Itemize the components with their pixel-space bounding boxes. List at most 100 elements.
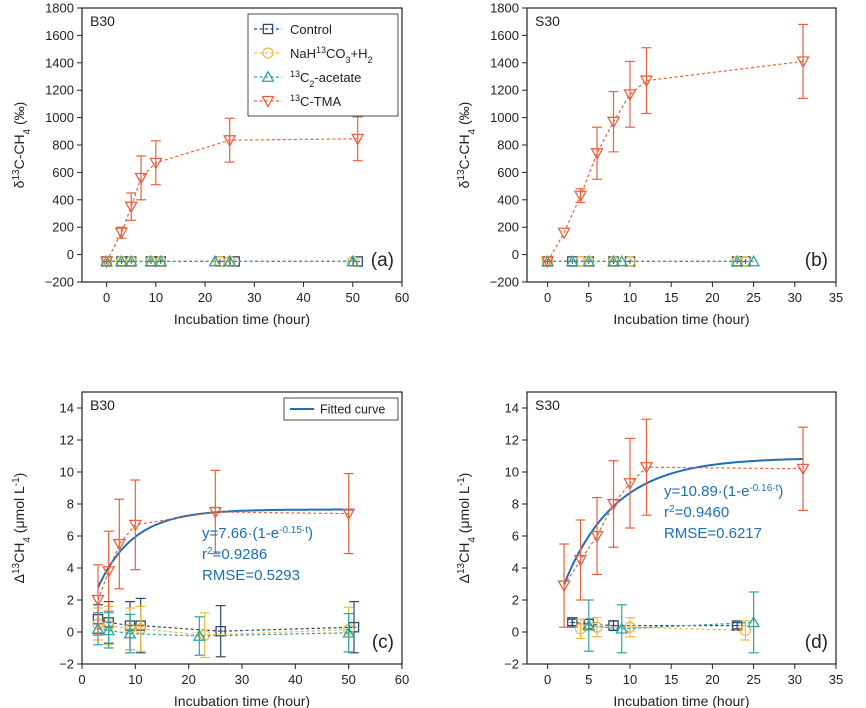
data-point xyxy=(124,201,138,214)
data-point xyxy=(796,463,810,476)
legend: Fitted curve xyxy=(283,397,399,421)
data-point xyxy=(208,254,222,267)
fit-annotation: y=7.66·(1-e-0.15·t) r2=0.9286 RMSE=0.5293 xyxy=(202,525,313,585)
x-tick-label: 30 xyxy=(247,290,261,305)
data-point xyxy=(144,254,158,267)
x-axis-label: Incubation time (hour) xyxy=(613,311,749,327)
legend-entry-tma: 13C-TMA xyxy=(290,93,342,109)
data-point xyxy=(102,623,116,636)
data-point xyxy=(557,580,571,593)
data-point xyxy=(134,172,148,185)
data-point xyxy=(124,254,138,267)
legend-entry-acetate: 13C2-acetate xyxy=(290,69,361,89)
series-tma xyxy=(540,23,810,269)
data-point xyxy=(639,462,654,475)
legend-marker xyxy=(262,47,274,59)
x-tick-label: 35 xyxy=(829,290,843,305)
data-point xyxy=(730,254,744,267)
data-point xyxy=(91,594,105,607)
data-point xyxy=(590,148,604,161)
y-tick-label: 600 xyxy=(52,165,74,180)
fit-rmse: RMSE=0.5293 xyxy=(202,567,300,584)
y-tick-label: 6 xyxy=(512,529,519,544)
data-point xyxy=(565,254,579,267)
y-tick-label: 1600 xyxy=(490,28,519,43)
data-point xyxy=(99,256,114,269)
x-tick-label: 10 xyxy=(623,290,637,305)
data-point xyxy=(208,506,222,519)
y-tick-label: −200 xyxy=(45,275,74,290)
data-point xyxy=(606,498,621,511)
data-point xyxy=(351,133,365,146)
y-tick-label: 4 xyxy=(67,561,74,576)
data-point xyxy=(223,254,237,267)
series-tma xyxy=(91,469,356,636)
data-point xyxy=(606,116,621,129)
y-tick-label: 200 xyxy=(52,220,74,235)
panel-tag: (a) xyxy=(371,250,394,271)
y-tick-label: 1200 xyxy=(45,83,74,98)
data-point xyxy=(154,254,168,267)
y-tick-label: 10 xyxy=(60,465,74,480)
y-axis-label: Δ13CH4 (μmol L-1) xyxy=(11,473,33,584)
data-point xyxy=(223,135,237,148)
panel-name: S30 xyxy=(535,397,560,413)
x-tick-label: 30 xyxy=(788,290,802,305)
data-point xyxy=(623,478,637,491)
y-tick-label: 2 xyxy=(67,593,74,608)
x-tick-label: 5 xyxy=(585,290,592,305)
x-tick-label: 20 xyxy=(705,290,719,305)
x-tick-label: 0 xyxy=(544,290,551,305)
legend-entry-control: Control xyxy=(290,22,332,37)
data-point xyxy=(639,75,654,88)
data-point xyxy=(796,56,810,69)
data-point xyxy=(582,254,596,267)
data-point xyxy=(623,89,637,102)
x-tick-label: 60 xyxy=(395,672,409,687)
x-tick-label: 60 xyxy=(395,290,409,305)
legend-entry-fit: Fitted curve xyxy=(320,403,385,417)
x-tick-label: 30 xyxy=(788,672,802,687)
data-point xyxy=(590,530,604,543)
panel-name: B30 xyxy=(90,397,115,413)
series-tma xyxy=(557,418,810,628)
y-tick-label: 6 xyxy=(67,529,74,544)
data-point xyxy=(615,254,629,267)
x-tick-label: 35 xyxy=(829,672,843,687)
x-tick-label: 20 xyxy=(705,672,719,687)
x-tick-label: 50 xyxy=(346,290,360,305)
y-tick-label: 8 xyxy=(512,497,519,512)
legend-marker xyxy=(262,23,274,35)
data-point xyxy=(739,624,752,637)
y-tick-label: 1400 xyxy=(490,55,519,70)
legend-marker xyxy=(261,95,275,108)
series-tma xyxy=(99,116,365,269)
x-tick-label: 20 xyxy=(181,672,195,687)
x-axis-label: Incubation time (hour) xyxy=(174,311,310,327)
data-point xyxy=(582,618,596,631)
series-acetate xyxy=(541,254,760,267)
y-tick-label: 1800 xyxy=(490,1,519,16)
data-point xyxy=(624,621,636,633)
y-tick-label: 1000 xyxy=(45,110,74,125)
series-line xyxy=(97,618,355,632)
x-tick-label: 0 xyxy=(78,672,85,687)
legend: Control NaH13CO3+H2 13C2-acetate 13C-TMA xyxy=(247,13,399,117)
x-tick-label: 0 xyxy=(544,672,551,687)
x-tick-label: 0 xyxy=(103,290,110,305)
y-axis-label: δ13C-CH4 (‰) xyxy=(11,102,33,189)
data-point xyxy=(123,626,137,639)
y-tick-label: 400 xyxy=(497,192,519,207)
y-tick-label: 0 xyxy=(512,625,519,640)
data-point xyxy=(128,519,142,532)
y-tick-label: 1400 xyxy=(45,55,74,70)
fit-equation: y=7.66·(1-e-0.15·t) xyxy=(202,525,313,543)
data-point xyxy=(747,615,760,628)
series-line xyxy=(97,628,349,637)
data-point xyxy=(114,254,128,267)
data-point xyxy=(540,256,555,269)
y-tick-label: 400 xyxy=(52,192,74,207)
y-tick-label: −200 xyxy=(490,275,519,290)
series-acetate xyxy=(582,591,760,654)
